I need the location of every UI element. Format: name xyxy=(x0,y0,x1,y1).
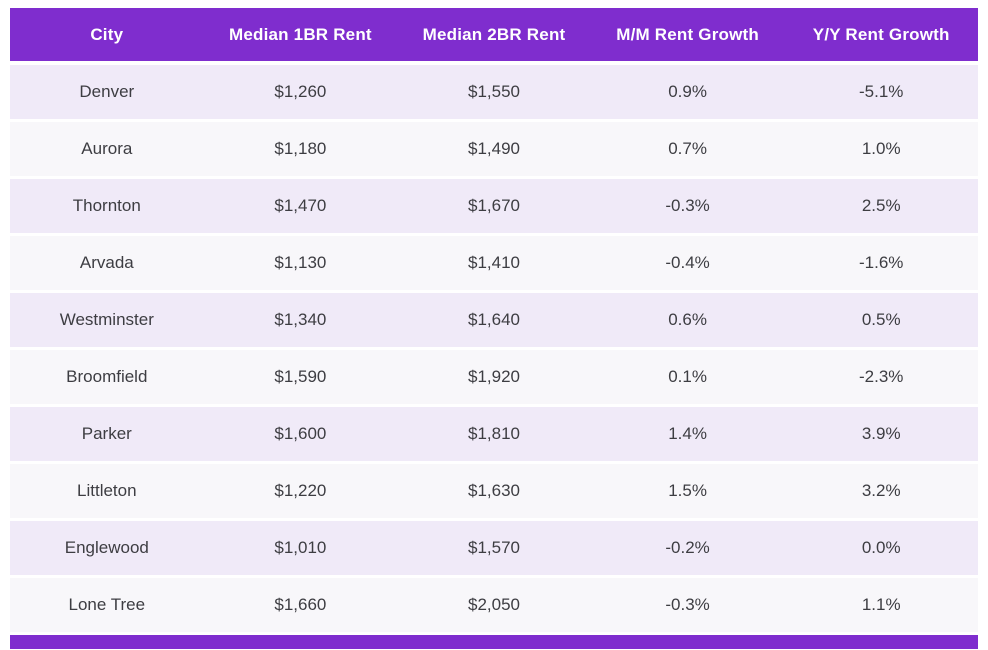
table-row: Broomfield $1,590 $1,920 0.1% -2.3% xyxy=(10,350,978,404)
mm-growth-cell: 1.5% xyxy=(668,481,707,500)
rent-2br-cell: $1,410 xyxy=(467,253,520,272)
table-row: Westminster $1,340 $1,640 0.6% 0.5% xyxy=(10,293,978,347)
mm-growth-cell: 1.4% xyxy=(668,424,707,443)
yy-growth-cell: -5.1% xyxy=(858,82,904,101)
mm-growth-cell: 0.6% xyxy=(668,310,707,329)
mm-growth-cell: -0.4% xyxy=(665,253,710,272)
yy-growth-cell: 1.1% xyxy=(861,595,901,614)
table-row: Littleton $1,220 $1,630 1.5% 3.2% xyxy=(10,464,978,518)
mm-growth-cell: 0.1% xyxy=(668,367,707,386)
city-cell: Littleton xyxy=(77,481,137,500)
city-cell: Parker xyxy=(81,424,132,443)
yy-growth-cell: 1.0% xyxy=(861,139,901,158)
column-header-yy-growth: Y/Y Rent Growth xyxy=(812,24,950,44)
yy-growth-cell: -2.3% xyxy=(858,367,904,386)
rent-1br-cell: $1,010 xyxy=(274,538,327,557)
mm-growth-cell: -0.2% xyxy=(665,538,710,557)
table-body: Denver $1,260 $1,550 0.9% -5.1% Aurora $… xyxy=(10,65,978,632)
mm-growth-cell: -0.3% xyxy=(665,595,710,614)
rent-1br-cell: $1,660 xyxy=(274,595,327,614)
city-cell: Denver xyxy=(79,82,135,101)
mm-growth-cell: -0.3% xyxy=(665,196,710,215)
city-cell: Arvada xyxy=(79,253,134,272)
rent-2br-cell: $1,630 xyxy=(467,481,520,500)
mm-growth-cell: 0.9% xyxy=(668,82,707,101)
yy-growth-cell: -1.6% xyxy=(858,253,904,272)
city-cell: Aurora xyxy=(81,139,133,158)
table-header-row: City Median 1BR Rent Median 2BR Rent M/M… xyxy=(10,8,978,61)
city-cell: Westminster xyxy=(59,310,154,329)
rent-1br-cell: $1,260 xyxy=(274,82,327,101)
table-row: Thornton $1,470 $1,670 -0.3% 2.5% xyxy=(10,179,978,233)
rent-2br-cell: $1,810 xyxy=(467,424,520,443)
city-cell: Broomfield xyxy=(66,367,148,386)
rent-2br-cell: $1,550 xyxy=(467,82,520,101)
table-row: Denver $1,260 $1,550 0.9% -5.1% xyxy=(10,65,978,119)
rent-2br-cell: $1,570 xyxy=(467,538,520,557)
yy-growth-cell: 3.2% xyxy=(861,481,901,500)
rent-1br-cell: $1,220 xyxy=(274,481,327,500)
yy-growth-cell: 2.5% xyxy=(861,196,901,215)
rent-2br-cell: $1,640 xyxy=(467,310,520,329)
rent-1br-cell: $1,180 xyxy=(274,139,327,158)
rent-1br-cell: $1,340 xyxy=(274,310,327,329)
column-header-1br-rent: Median 1BR Rent xyxy=(228,24,372,44)
table-row: Lone Tree $1,660 $2,050 -0.3% 1.1% xyxy=(10,578,978,632)
column-header-2br-rent: Median 2BR Rent xyxy=(422,24,566,44)
rent-2br-cell: $1,920 xyxy=(467,367,520,386)
rent-2br-cell: $1,670 xyxy=(467,196,520,215)
rent-table: City Median 1BR Rent Median 2BR Rent M/M… xyxy=(10,8,978,649)
rent-1br-cell: $1,590 xyxy=(274,367,327,386)
yy-growth-cell: 0.5% xyxy=(861,310,901,329)
table-row: Englewood $1,010 $1,570 -0.2% 0.0% xyxy=(10,521,978,575)
mm-growth-cell: 0.7% xyxy=(668,139,707,158)
yy-growth-cell: 3.9% xyxy=(861,424,901,443)
rent-1br-cell: $1,600 xyxy=(274,424,327,443)
city-cell: Thornton xyxy=(72,196,141,215)
table-row: Parker $1,600 $1,810 1.4% 3.9% xyxy=(10,407,978,461)
rent-2br-cell: $1,490 xyxy=(467,139,520,158)
column-header-city: City xyxy=(90,24,124,44)
city-cell: Lone Tree xyxy=(68,595,146,614)
table-footer-bar xyxy=(10,635,978,649)
rent-1br-cell: $1,470 xyxy=(274,196,327,215)
column-header-mm-growth: M/M Rent Growth xyxy=(616,24,759,44)
rent-2br-cell: $2,050 xyxy=(467,595,520,614)
table-row: Aurora $1,180 $1,490 0.7% 1.0% xyxy=(10,122,978,176)
yy-growth-cell: 0.0% xyxy=(861,538,901,557)
rent-1br-cell: $1,130 xyxy=(274,253,327,272)
city-cell: Englewood xyxy=(64,538,149,557)
table-row: Arvada $1,130 $1,410 -0.4% -1.6% xyxy=(10,236,978,290)
